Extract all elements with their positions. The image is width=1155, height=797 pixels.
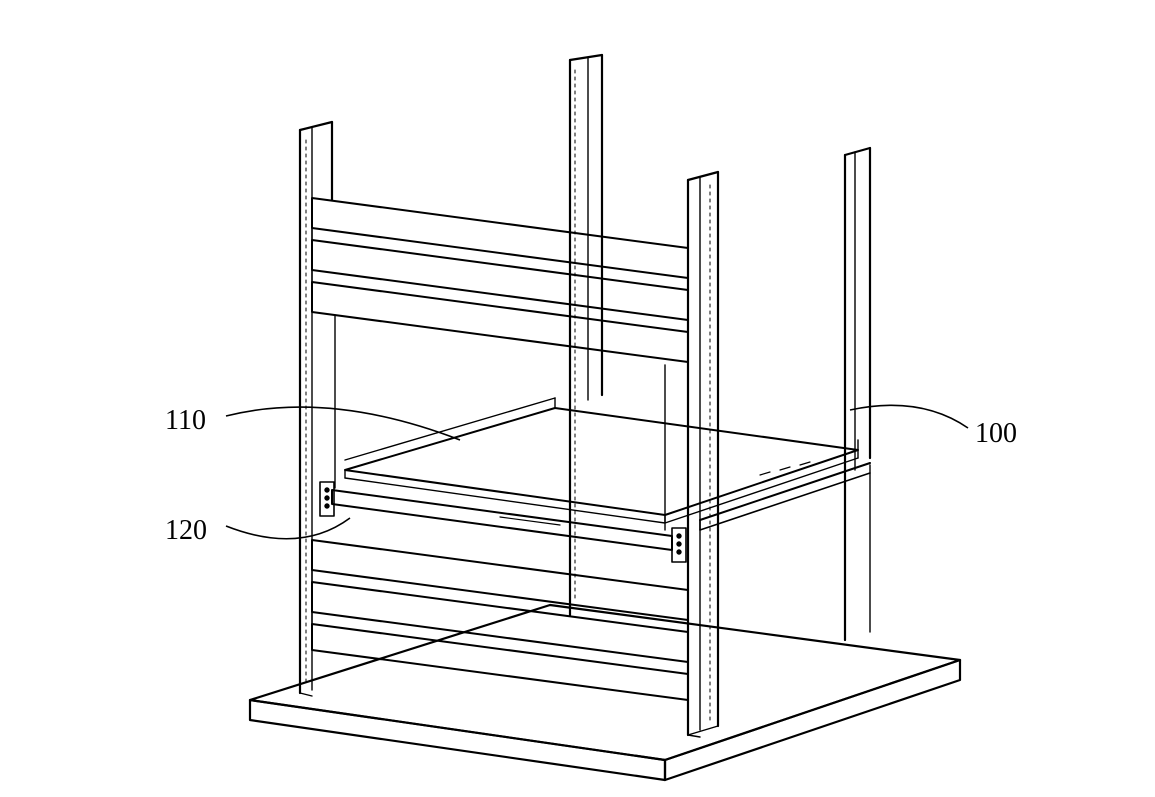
label-110: 110: [165, 405, 206, 437]
label-100: 100: [975, 418, 1017, 450]
front-slats-upper: [312, 198, 688, 362]
figure-container: 110 120 100: [0, 0, 1155, 797]
leader-lines: [226, 405, 968, 538]
shelf: [345, 398, 858, 523]
front-rail: [320, 482, 686, 562]
label-120: 120: [165, 515, 207, 547]
post-rear-right: [845, 148, 870, 640]
rack-drawing: [0, 0, 1155, 797]
post-front-right: [688, 172, 718, 735]
post-rear-left: [570, 55, 602, 615]
